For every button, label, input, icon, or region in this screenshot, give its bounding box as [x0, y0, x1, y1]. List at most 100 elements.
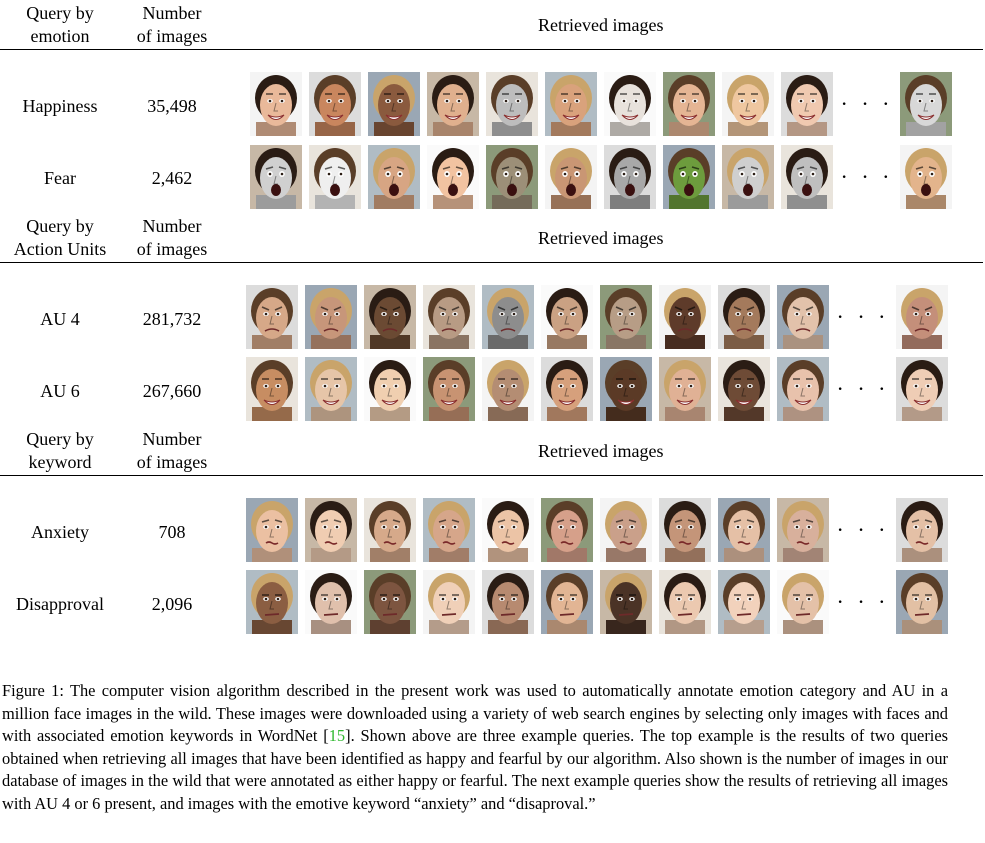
face-thumbnail-last	[896, 357, 948, 421]
face-thumbnail-last	[896, 285, 948, 349]
header-count: Number of images	[136, 3, 208, 46]
image-strip-fear: · · ·	[250, 145, 959, 209]
face-thumbnail	[777, 570, 829, 634]
header-retrieved: Retrieved images	[538, 228, 664, 248]
row-count-disapproval: 2,096	[151, 594, 193, 614]
ellipsis-more: · · ·	[836, 304, 890, 329]
face-thumbnail	[309, 145, 361, 209]
header-retrieved: Retrieved images	[538, 441, 664, 461]
face-thumbnail	[423, 285, 475, 349]
face-thumbnail-last	[900, 72, 952, 136]
face-thumbnail	[427, 145, 479, 209]
image-strip-au6: · · ·	[246, 357, 955, 421]
face-thumbnail	[600, 285, 652, 349]
caption-text-2: ]. Shown above are three example queries…	[2, 726, 948, 813]
header-rule	[0, 475, 983, 476]
face-thumbnail-last	[900, 145, 952, 209]
face-thumbnail	[250, 145, 302, 209]
face-thumbnail	[663, 145, 715, 209]
face-thumbnail	[659, 498, 711, 562]
image-strip-anxiety: · · ·	[246, 498, 955, 562]
face-thumbnail	[305, 570, 357, 634]
face-thumbnail	[246, 498, 298, 562]
face-thumbnail	[364, 285, 416, 349]
face-thumbnail	[427, 72, 479, 136]
citation-link[interactable]: 15	[328, 726, 346, 745]
face-thumbnail	[659, 570, 711, 634]
face-thumbnail	[604, 72, 656, 136]
face-thumbnail	[423, 498, 475, 562]
face-thumbnail-last	[896, 498, 948, 562]
face-thumbnail	[659, 357, 711, 421]
header-rule	[0, 262, 983, 263]
face-thumbnail	[368, 72, 420, 136]
face-thumbnail	[541, 357, 593, 421]
face-thumbnail	[663, 72, 715, 136]
face-thumbnail-last	[896, 570, 948, 634]
face-thumbnail	[777, 285, 829, 349]
face-thumbnail	[541, 570, 593, 634]
face-thumbnail	[600, 357, 652, 421]
ellipsis-more: · · ·	[836, 376, 890, 401]
face-thumbnail	[718, 570, 770, 634]
header-count: Number of images	[136, 429, 208, 472]
header-query: Query by Action Units	[13, 216, 107, 259]
face-thumbnail	[305, 357, 357, 421]
face-thumbnail	[246, 357, 298, 421]
face-thumbnail	[246, 285, 298, 349]
face-thumbnail	[305, 498, 357, 562]
ellipsis-more: · · ·	[840, 91, 894, 116]
header-query: Query by keyword	[26, 429, 94, 472]
ellipsis-more: · · ·	[836, 589, 890, 614]
face-thumbnail	[246, 570, 298, 634]
face-thumbnail	[600, 498, 652, 562]
face-thumbnail	[659, 285, 711, 349]
row-label-au4: AU 4	[40, 309, 80, 329]
row-count-happiness: 35,498	[147, 96, 197, 116]
face-thumbnail	[305, 285, 357, 349]
face-thumbnail	[777, 357, 829, 421]
face-thumbnail	[777, 498, 829, 562]
face-thumbnail	[545, 145, 597, 209]
caption-text-1: Figure 1: The computer vision algorithm …	[2, 681, 948, 745]
face-thumbnail	[364, 570, 416, 634]
header-retrieved: Retrieved images	[538, 15, 664, 35]
face-thumbnail	[482, 285, 534, 349]
row-label-au6: AU 6	[40, 381, 80, 401]
face-thumbnail	[482, 357, 534, 421]
face-thumbnail	[486, 145, 538, 209]
face-thumbnail	[364, 357, 416, 421]
header-query: Query by emotion	[26, 3, 94, 46]
face-thumbnail	[368, 145, 420, 209]
face-thumbnail	[486, 72, 538, 136]
face-thumbnail	[250, 72, 302, 136]
face-thumbnail	[545, 72, 597, 136]
face-thumbnail	[423, 570, 475, 634]
row-label-disapproval: Disapproval	[16, 594, 104, 614]
image-strip-disapproval: · · ·	[246, 570, 955, 634]
face-thumbnail	[781, 72, 833, 136]
face-thumbnail	[604, 145, 656, 209]
row-label-fear: Fear	[44, 168, 76, 188]
ellipsis-more: · · ·	[840, 164, 894, 189]
face-thumbnail	[309, 72, 361, 136]
face-thumbnail	[718, 285, 770, 349]
figure-caption: Figure 1: The computer vision algorithm …	[2, 680, 948, 815]
face-thumbnail	[722, 145, 774, 209]
row-count-fear: 2,462	[151, 168, 193, 188]
row-label-anxiety: Anxiety	[31, 522, 89, 542]
face-thumbnail	[423, 357, 475, 421]
ellipsis-more: · · ·	[836, 517, 890, 542]
row-count-au4: 281,732	[142, 309, 202, 329]
face-thumbnail	[541, 285, 593, 349]
face-thumbnail	[482, 498, 534, 562]
face-thumbnail	[781, 145, 833, 209]
face-thumbnail	[541, 498, 593, 562]
row-label-happiness: Happiness	[22, 96, 98, 116]
image-strip-happiness: · · ·	[250, 72, 959, 136]
image-strip-au4: · · ·	[246, 285, 955, 349]
face-thumbnail	[600, 570, 652, 634]
face-thumbnail	[364, 498, 416, 562]
face-thumbnail	[718, 498, 770, 562]
row-count-anxiety: 708	[158, 522, 186, 542]
